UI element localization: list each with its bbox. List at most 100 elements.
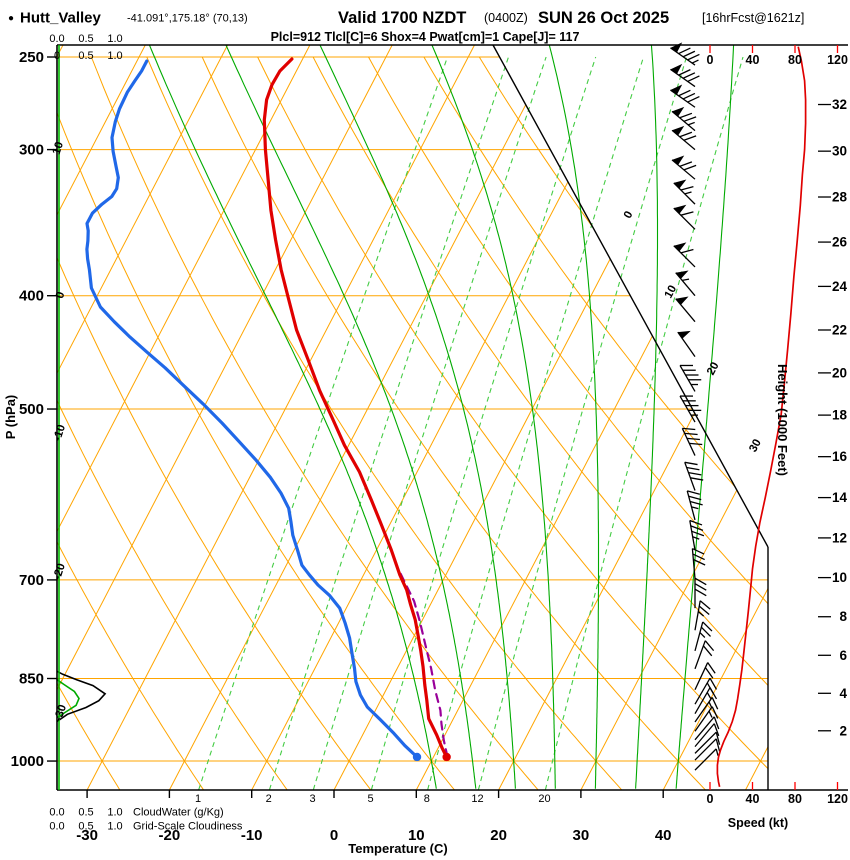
wind-barb: [694, 716, 720, 741]
speed-tick-label-top: 80: [788, 53, 802, 67]
height-axis-title: Height (1000 Feet): [775, 364, 790, 476]
wind-barb: [694, 687, 718, 715]
wind-barb: [673, 242, 696, 268]
speed-tick-label-bottom: 80: [788, 792, 802, 806]
station-bullet-icon: ●: [8, 13, 14, 24]
height-tick-label: 24: [832, 279, 848, 294]
height-tick-label: 26: [832, 235, 848, 250]
cloudiness-scale-title: Grid-Scale Cloudiness: [133, 821, 243, 833]
temperature-tick-label: -10: [241, 827, 263, 844]
pressure-tick-label: 300: [19, 142, 44, 159]
wind-barb: [673, 179, 696, 205]
wind-barb: [671, 106, 697, 132]
wind-barb: [694, 640, 715, 670]
mixing-ratio-label: 8: [424, 793, 430, 805]
valid-time-zulu: (0400Z): [484, 11, 528, 25]
temperature-tick-label: 30: [573, 827, 590, 844]
station-coords: -41.091°,175.18° (70,13): [127, 13, 248, 25]
cloudwater-top-scale: 1.0: [107, 33, 122, 45]
temperature-tick-label: 0: [330, 827, 338, 844]
speed-tick-label-top: 120: [827, 53, 848, 67]
wind-barb: [691, 547, 706, 579]
cloudiness-bottom-scale: 1.0: [107, 821, 122, 833]
speed-tick-label-bottom: 40: [746, 792, 760, 806]
wind-barb: [681, 427, 703, 456]
cloudiness-top-scale: 0.5: [78, 50, 93, 62]
wind-barb: [684, 461, 704, 491]
cloudwater-top-scale: 0.0: [49, 33, 64, 45]
wind-barb: [670, 63, 700, 88]
height-tick-label: 16: [832, 449, 848, 464]
background-grid: [57, 45, 768, 790]
wind-barb: [677, 330, 696, 358]
sounding-curves: [85, 57, 451, 762]
height-tick-label: 30: [832, 144, 847, 159]
speed-tick-label-top: 0: [707, 53, 714, 67]
temperature-surface-dot: [442, 752, 451, 762]
wind-barb: [694, 577, 707, 609]
wind-speed-panel: [716, 46, 807, 787]
wind-barb: [694, 731, 721, 754]
speed-tick-label-top: 40: [746, 53, 760, 67]
height-tick-label: 22: [832, 322, 847, 337]
wind-barb: [679, 364, 702, 392]
wind-barb: [679, 395, 702, 423]
valid-time: Valid 1700 NZDT: [338, 9, 466, 27]
plot-borders: [56, 44, 848, 791]
height-tick-label: 2: [839, 723, 847, 738]
cloudwater-bottom-scale: 0.5: [78, 807, 93, 819]
pressure-tick-label: 400: [19, 288, 44, 305]
isotherm-label: 10: [663, 283, 680, 300]
wind-speed-curve: [716, 46, 807, 787]
plot-cut-diagonal: [492, 44, 769, 548]
height-tick-label: 18: [832, 408, 848, 423]
dry-adiabat-label: 0: [54, 290, 67, 300]
pressure-tick-label: 1000: [11, 753, 44, 770]
wind-barb: [694, 662, 716, 691]
pressure-tick-label: 250: [19, 49, 44, 66]
wind-barb: [670, 42, 700, 66]
wind-barb: [694, 706, 719, 732]
cloud-profiles: [56, 670, 107, 723]
temperature-tick-label: -30: [76, 827, 98, 844]
speed-tick-label-bottom: 0: [707, 792, 714, 806]
cloudwater-scale-title: CloudWater (g/Kg): [133, 807, 224, 819]
isotherm-label: 30: [747, 437, 764, 454]
wind-barb: [673, 204, 696, 230]
wind-barb: [694, 723, 720, 748]
dry-adiabat-label: -30: [53, 703, 70, 723]
wind-barb: [671, 155, 697, 180]
cloudwater-bottom-scale: 0.0: [49, 807, 64, 819]
mixing-ratio-label: 3: [310, 793, 316, 805]
mixing-ratio-label: 1: [195, 793, 201, 805]
wind-barb: [694, 621, 713, 652]
valid-date: SUN 26 Oct 2025: [538, 9, 669, 27]
cloudiness-top-scale: 0: [54, 50, 60, 62]
height-tick-label: 10: [832, 570, 847, 585]
cloudiness-top-scale: 1.0: [107, 50, 122, 62]
cloud-water-curve: [56, 670, 107, 723]
cloudiness-curve: [56, 679, 80, 719]
forecast-reference: [16hrFcst@1621z]: [702, 11, 804, 25]
isotherm-label: 0: [622, 209, 636, 220]
height-tick-label: 20: [832, 365, 847, 380]
cloudiness-bottom-scale: 0.5: [78, 821, 93, 833]
wind-barb: [694, 600, 711, 631]
mixing-ratio-label: 2: [266, 793, 272, 805]
wind-barb: [694, 748, 719, 771]
height-tick-label: 6: [839, 648, 847, 663]
parcel-curve: [398, 570, 449, 759]
dewpoint-curve: [85, 59, 419, 759]
pressure-tick-label: 850: [19, 671, 44, 688]
wind-barb: [694, 738, 721, 761]
station-name: Hutt_Valley: [20, 10, 102, 27]
temperature-tick-label: -20: [159, 827, 181, 844]
temperature-curve: [262, 57, 449, 759]
height-tick-label: 14: [832, 490, 848, 505]
temperature-tick-label: 10: [408, 827, 425, 844]
dry-adiabat-label: -10: [52, 423, 69, 443]
wind-barb: [686, 490, 703, 521]
temperature-tick-label: 20: [490, 827, 507, 844]
